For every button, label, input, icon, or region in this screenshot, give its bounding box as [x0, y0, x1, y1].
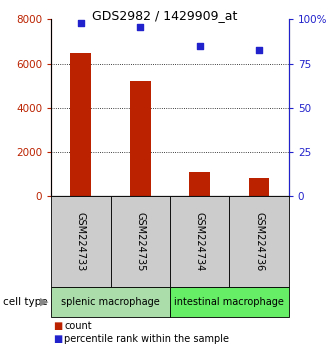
Text: GSM224733: GSM224733: [76, 212, 86, 271]
Text: percentile rank within the sample: percentile rank within the sample: [64, 334, 229, 344]
Text: GSM224736: GSM224736: [254, 212, 264, 271]
Text: count: count: [64, 321, 92, 331]
Text: cell type: cell type: [3, 297, 48, 307]
Text: GDS2982 / 1429909_at: GDS2982 / 1429909_at: [92, 9, 238, 22]
Text: ■: ■: [53, 334, 62, 344]
Bar: [130, 81, 150, 196]
Point: [197, 43, 202, 49]
Text: splenic macrophage: splenic macrophage: [61, 297, 160, 307]
Bar: [189, 172, 210, 196]
Point: [256, 47, 262, 52]
Bar: [71, 53, 91, 196]
Text: GSM224734: GSM224734: [195, 212, 205, 271]
Point: [78, 20, 83, 26]
Text: ▶: ▶: [40, 297, 49, 307]
Bar: [249, 178, 269, 196]
Point: [138, 24, 143, 29]
Text: ■: ■: [53, 321, 62, 331]
Text: intestinal macrophage: intestinal macrophage: [175, 297, 284, 307]
Text: GSM224735: GSM224735: [135, 212, 145, 271]
